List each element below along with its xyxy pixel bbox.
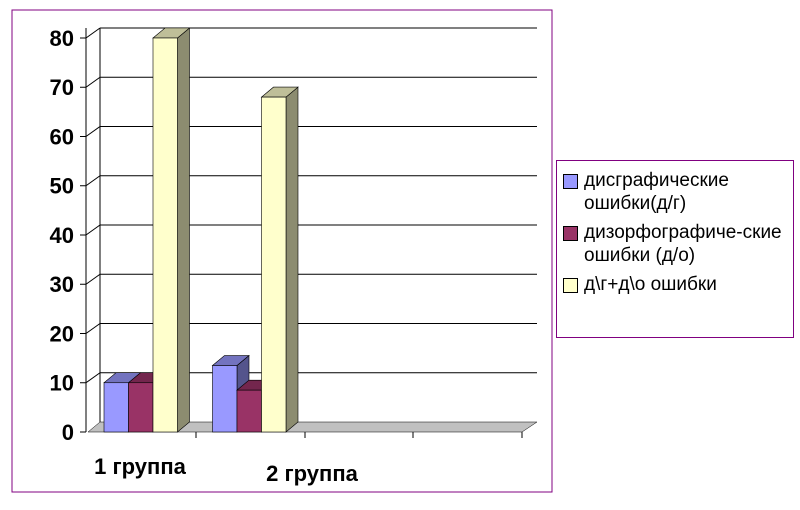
bar-front (152, 37, 178, 433)
y-tick-label: 60 (50, 124, 74, 149)
y-tick-label: 10 (50, 371, 74, 396)
x-tick-label: 1 группа (94, 454, 186, 479)
legend: дисграфические ошибки(д/г) дизорфографиче… (556, 160, 794, 338)
y-tick-label: 20 (50, 321, 74, 346)
grid-line (85, 76, 101, 88)
y-tick-label: 70 (50, 75, 74, 100)
bar-front (128, 382, 154, 433)
y-tick-label: 80 (50, 26, 74, 51)
bar-side (177, 27, 190, 433)
floor (87, 421, 538, 433)
legend-label: дизорфографиче-ские ошибки (д/о) (584, 222, 782, 266)
y-tick-label: 50 (50, 174, 74, 199)
grid-line (85, 126, 101, 137)
grid-line (85, 175, 101, 187)
category-ticks (195, 432, 523, 438)
bar-front (103, 382, 129, 433)
legend-label: дисграфические ошибки(д/г) (584, 170, 729, 214)
legend-item: дисграфические ошибки(д/г) (563, 169, 787, 215)
x-tick-label: 2 группа (266, 461, 358, 486)
bar-front (261, 96, 287, 433)
bar-side (285, 86, 299, 433)
legend-item: дизорфографиче-ские ошибки (д/о) (563, 221, 787, 267)
y-tick-label: 0 (62, 420, 74, 445)
legend-swatch (563, 226, 578, 241)
legend-item: д\г+д\о ошибки (563, 273, 787, 296)
grid-line (85, 372, 101, 384)
grid-line (85, 323, 101, 334)
legend-swatch (563, 278, 578, 293)
grid-line (85, 224, 101, 236)
legend-swatch (563, 174, 578, 189)
grid-line (85, 273, 101, 285)
bar (152, 27, 191, 433)
grid-line (85, 27, 101, 39)
y-tick-label: 30 (50, 272, 74, 297)
bar (260, 86, 299, 433)
legend-label: д\г+д\о ошибки (584, 274, 717, 295)
bar-front (236, 389, 262, 433)
bar-front (212, 365, 238, 433)
plot-frame (11, 9, 553, 493)
y-tick-label: 40 (50, 223, 74, 248)
